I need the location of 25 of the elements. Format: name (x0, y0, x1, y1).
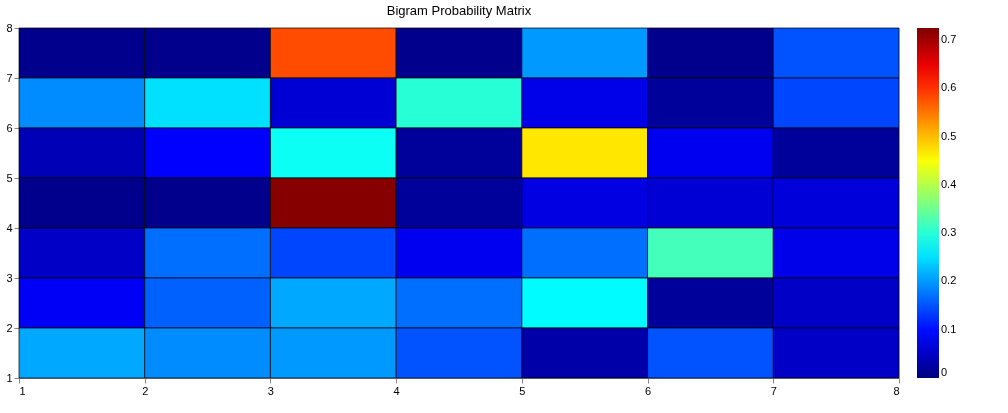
x-tick-label: 8 (893, 384, 900, 397)
y-tick-label: 8 (6, 21, 13, 34)
x-tick-label: 2 (142, 384, 149, 397)
chart-title: Bigram Probability Matrix (386, 3, 532, 18)
color-bar-label: 0.2 (941, 274, 957, 287)
color-bar-label: 0.5 (941, 129, 957, 142)
x-tick-label: 6 (645, 384, 652, 397)
color-bar-label: 0.6 (941, 81, 957, 94)
y-tick-label: 3 (6, 271, 13, 284)
color-bar-label: 0.4 (941, 177, 957, 190)
y-tick-label: 7 (6, 71, 13, 84)
color-bar-label: 0.3 (941, 226, 957, 239)
y-tick-label: 2 (6, 321, 13, 334)
x-tick-label: 5 (519, 384, 526, 397)
y-tick-label: 1 (6, 371, 13, 384)
y-tick-label: 4 (6, 221, 13, 234)
y-tick-label: 5 (6, 171, 13, 184)
x-tick-label: 3 (267, 384, 274, 397)
x-tick-label: 7 (770, 384, 777, 397)
x-tick-label: 4 (393, 384, 400, 397)
x-tick-label: 1 (19, 384, 26, 397)
y-tick-label: 6 (6, 121, 13, 134)
color-bar-label: 0 (941, 366, 948, 378)
color-bar-label: 0.1 (941, 322, 957, 335)
color-bar-label: 0.7 (941, 33, 957, 46)
